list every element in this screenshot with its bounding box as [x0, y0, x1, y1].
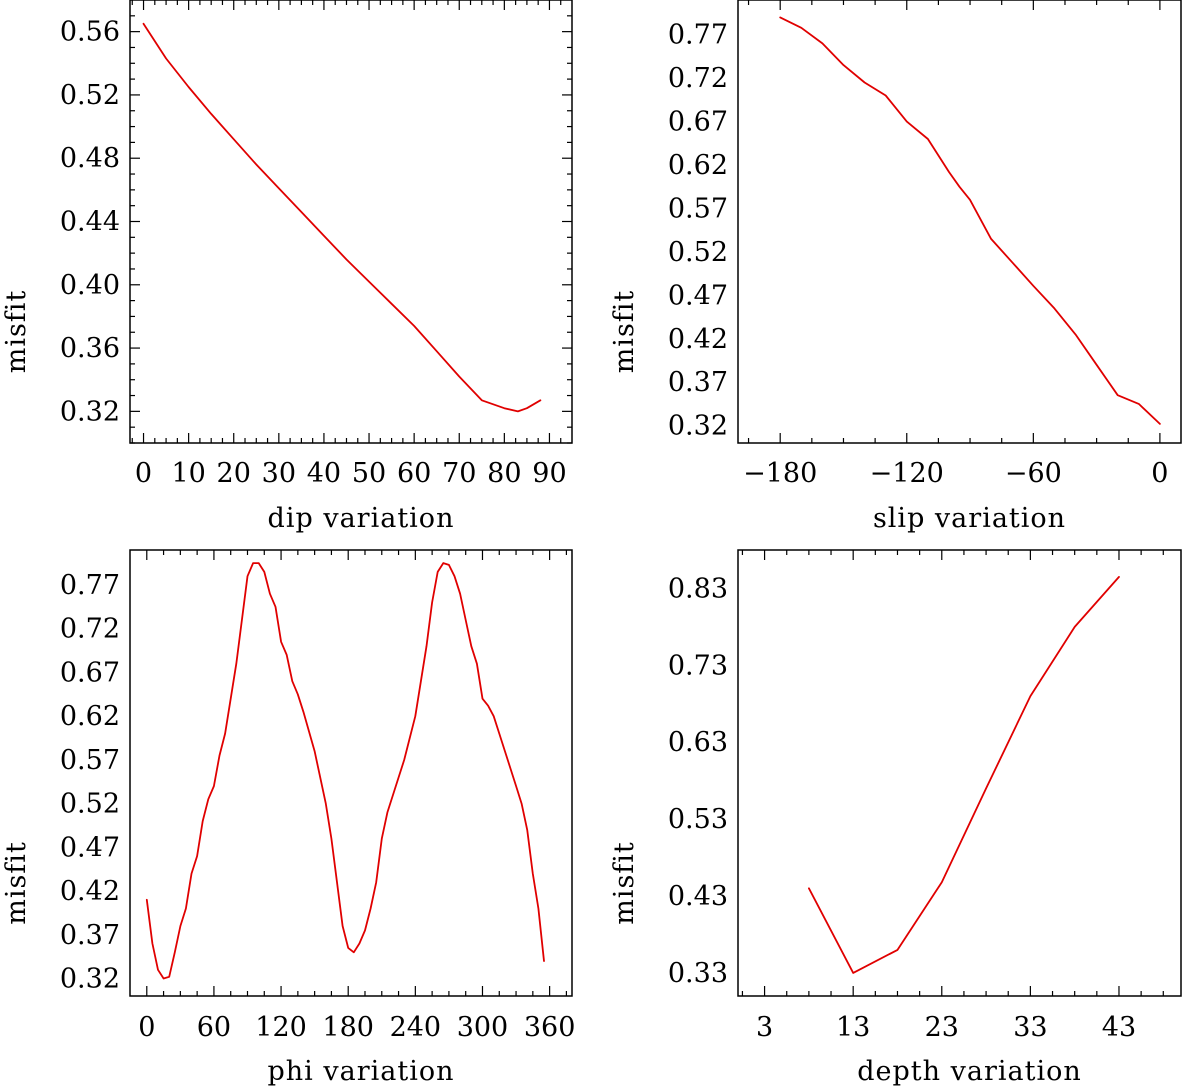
y-tick-label: 0.32	[60, 396, 120, 427]
plot-frame	[737, 549, 1182, 997]
x-tick-label: 0	[1151, 458, 1168, 489]
y-tick-label: 0.63	[668, 727, 728, 758]
x-tick-label: 80	[487, 458, 521, 489]
x-tick-label: 30	[262, 458, 296, 489]
y-tick-label: 0.77	[668, 20, 728, 51]
series-line-misfit	[779, 16, 1161, 425]
y-tick-label: 0.72	[668, 63, 728, 94]
x-tick-label: 60	[197, 1012, 231, 1043]
x-tick-label: 120	[255, 1012, 307, 1043]
y-tick-label: 0.47	[668, 280, 728, 311]
x-tick-label: −180	[743, 458, 817, 489]
chart-dip: 0.32 0.36 0.40 0.44 0.48 0.52 0.56 0 10 20 30 40 50 6…	[1, 0, 573, 534]
x-tick-label: 3	[756, 1012, 773, 1043]
y-tick-label: 0.37	[668, 367, 728, 398]
y-tick-label: 0.67	[668, 107, 728, 138]
y-tick-label: 0.32	[60, 964, 120, 995]
x-tick-label: 0	[138, 1012, 155, 1043]
plot-frame	[737, 0, 1182, 444]
series-line-misfit	[808, 576, 1120, 974]
y-tick-label: 0.62	[60, 701, 120, 732]
x-tick-label: 33	[1013, 1012, 1047, 1043]
y-tick-label: 0.62	[668, 150, 728, 181]
x-axis-title: depth variation	[857, 1056, 1082, 1086]
plot-frame	[129, 0, 573, 444]
y-tick-label: 0.52	[60, 789, 120, 820]
x-tick-label: 23	[925, 1012, 959, 1043]
x-tick-label: 240	[390, 1012, 442, 1043]
y-tick-label: 0.47	[60, 832, 120, 863]
x-axis-title: dip variation	[268, 503, 455, 534]
chart-slip: 0.32 0.37 0.42 0.47 0.52 0.57 0.62 0.67 0.72 0.77…	[609, 0, 1182, 534]
y-tick-label: 0.37	[60, 920, 120, 951]
y-tick-label: 0.36	[60, 333, 120, 364]
y-tick-label: 0.33	[668, 958, 728, 989]
plot-frame	[129, 549, 573, 997]
y-tick-label: 0.52	[668, 237, 728, 268]
x-tick-label: 70	[442, 458, 476, 489]
y-tick-label: 0.67	[60, 657, 120, 688]
y-axis-title: misfit	[1, 841, 32, 925]
y-axis-title: misfit	[609, 290, 640, 374]
x-tick-label: 60	[397, 458, 431, 489]
y-axis-title: misfit	[1, 290, 32, 374]
x-tick-label: 180	[322, 1012, 374, 1043]
y-tick-label: 0.56	[60, 17, 120, 48]
y-tick-label: 0.83	[668, 573, 728, 604]
y-tick-label: 0.57	[668, 193, 728, 224]
x-tick-label: 90	[532, 458, 566, 489]
x-tick-label: 10	[171, 458, 205, 489]
y-tick-label: 0.43	[668, 881, 728, 912]
x-tick-label: 0	[135, 458, 152, 489]
y-tick-label: 0.42	[668, 324, 728, 355]
y-tick-label: 0.77	[60, 570, 120, 601]
y-tick-label: 0.44	[60, 207, 120, 238]
y-tick-label: 0.40	[60, 270, 120, 301]
y-tick-label: 0.72	[60, 614, 120, 645]
y-tick-label: 0.42	[60, 876, 120, 907]
x-tick-label: 360	[524, 1012, 576, 1043]
x-tick-label: 300	[457, 1012, 509, 1043]
x-tick-label: −60	[1005, 458, 1062, 489]
x-tick-label: 50	[352, 458, 386, 489]
y-tick-label: 0.73	[668, 650, 728, 681]
x-axis-title: slip variation	[873, 503, 1066, 534]
x-tick-label: 40	[307, 458, 341, 489]
y-tick-label: 0.48	[60, 143, 120, 174]
y-tick-label: 0.53	[668, 804, 728, 835]
y-axis-title: misfit	[609, 841, 640, 925]
series-line-misfit	[142, 22, 542, 413]
y-tick-label: 0.57	[60, 745, 120, 776]
y-tick-label: 0.52	[60, 80, 120, 111]
x-tick-label: 13	[836, 1012, 870, 1043]
chart-phi: 0.32 0.37 0.42 0.47 0.52 0.57 0.62 0.67 0.72 0.77…	[1, 549, 576, 1086]
series-line-misfit	[145, 562, 545, 980]
x-tick-label: 20	[217, 458, 251, 489]
y-tick-label: 0.32	[668, 411, 728, 442]
chart-depth: 0.33 0.43 0.53 0.63 0.73 0.83 3 13 23 33 43 depth v…	[609, 549, 1182, 1086]
x-tick-label: 43	[1102, 1012, 1136, 1043]
x-tick-label: −120	[870, 458, 944, 489]
x-axis-title: phi variation	[267, 1056, 454, 1086]
